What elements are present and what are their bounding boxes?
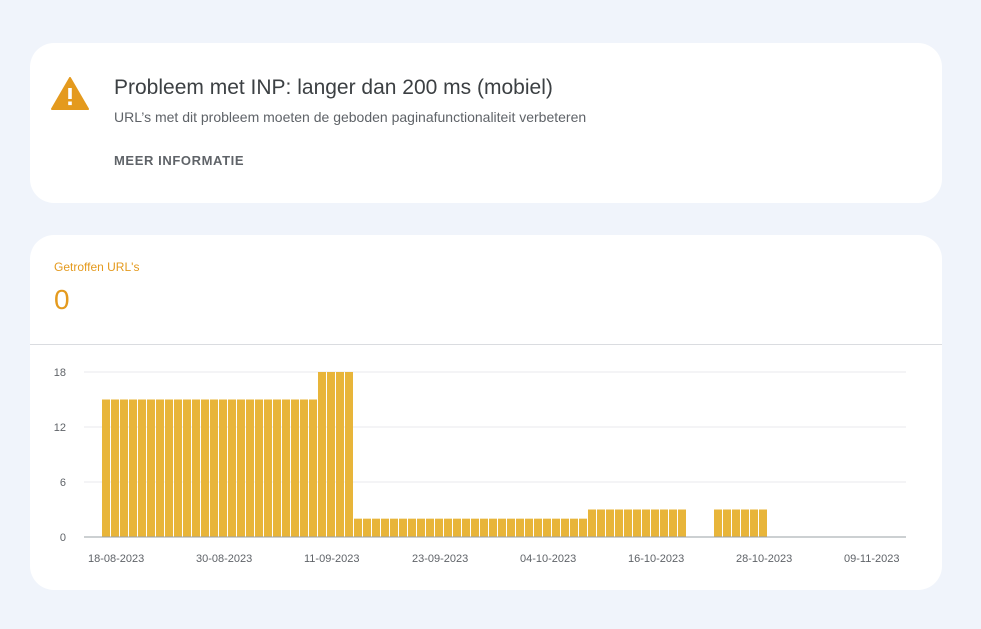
bar[interactable] [615,509,623,538]
x-tick-label: 30-08-2023 [196,553,252,565]
bar[interactable] [462,518,470,537]
bar[interactable] [381,518,389,537]
bar[interactable] [354,518,362,537]
bar[interactable] [426,518,434,537]
bar[interactable] [210,399,218,538]
bar[interactable] [624,509,632,538]
bar[interactable] [183,399,191,538]
bar[interactable] [345,372,353,537]
bar[interactable] [300,399,308,538]
bar[interactable] [255,399,263,538]
bar[interactable] [435,518,443,537]
bar[interactable] [102,399,110,538]
bar[interactable] [660,509,668,538]
bar[interactable] [651,509,659,538]
more-info-button[interactable]: MEER INFORMATIE [114,153,245,168]
bar[interactable] [678,509,686,538]
bar[interactable] [363,518,371,537]
x-tick-label: 28-10-2023 [736,553,792,565]
bar[interactable] [453,518,461,537]
bar[interactable] [390,518,398,537]
bar[interactable] [129,399,137,538]
x-tick-label: 04-10-2023 [520,553,576,565]
bar[interactable] [597,509,605,538]
bar[interactable] [570,518,578,537]
bar[interactable] [714,509,722,538]
bar[interactable] [201,399,209,538]
warning-icon [51,77,89,110]
bar[interactable] [723,509,731,538]
bar[interactable] [750,509,758,538]
bar[interactable] [741,509,749,538]
bar[interactable] [327,372,335,537]
bar[interactable] [111,399,119,538]
bar[interactable] [507,518,515,537]
bar[interactable] [273,399,281,538]
x-tick-label: 11-09-2023 [304,553,359,565]
y-tick-label: 12 [54,422,66,434]
x-tick-label: 09-11-2023 [844,553,899,565]
chart-card: Getroffen URL's 0 0 6 12 18 18-08-2023 30-08-… [30,235,942,590]
bar[interactable] [237,399,245,538]
bar[interactable] [480,518,488,537]
y-tick-label: 18 [54,367,66,379]
bar[interactable] [579,518,587,537]
bar[interactable] [489,518,497,537]
bar[interactable] [669,509,677,538]
issue-subtitle: URL’s met dit probleem moeten de geboden… [114,109,587,125]
bar[interactable] [588,509,596,538]
bar[interactable] [471,518,479,537]
bar[interactable] [642,509,650,538]
metric-label: Getroffen URL's [54,260,140,274]
x-tick-label: 16-10-2023 [628,553,684,565]
y-tick-label: 0 [60,532,66,544]
bar[interactable] [561,518,569,537]
bar[interactable] [552,518,560,537]
bar[interactable] [246,399,254,538]
bar[interactable] [282,399,290,538]
divider [30,344,942,345]
bar[interactable] [336,372,344,537]
bar[interactable] [372,518,380,537]
bar[interactable] [759,509,767,538]
bar[interactable] [291,399,299,538]
bar[interactable] [606,509,614,538]
bar[interactable] [516,518,524,537]
bar[interactable] [147,399,155,538]
bar[interactable] [138,399,146,538]
bar[interactable] [525,518,533,537]
bar[interactable] [408,518,416,537]
bar[interactable] [633,509,641,538]
bar[interactable] [219,399,227,538]
bar[interactable] [264,399,272,538]
x-tick-label: 18-08-2023 [88,553,144,565]
bar[interactable] [534,518,542,537]
issue-title: Probleem met INP: langer dan 200 ms (mob… [114,76,553,99]
bar[interactable] [174,399,182,538]
bar[interactable] [192,399,200,538]
bar[interactable] [156,399,164,538]
bar[interactable] [228,399,236,538]
issue-card: Probleem met INP: langer dan 200 ms (mob… [30,43,942,203]
bar[interactable] [417,518,425,537]
bar-chart: 0 6 12 18 18-08-2023 30-08-2023 11-09-2023 23-0… [54,367,906,565]
bar[interactable] [498,518,506,537]
bar[interactable] [732,509,740,538]
x-tick-label: 23-09-2023 [412,553,468,565]
bar[interactable] [543,518,551,537]
bar[interactable] [165,399,173,538]
metric-value: 0 [54,284,70,315]
y-tick-label: 6 [60,477,66,489]
bar[interactable] [309,399,317,538]
bar[interactable] [399,518,407,537]
bar[interactable] [318,372,326,537]
bar[interactable] [444,518,452,537]
bar[interactable] [120,399,128,538]
